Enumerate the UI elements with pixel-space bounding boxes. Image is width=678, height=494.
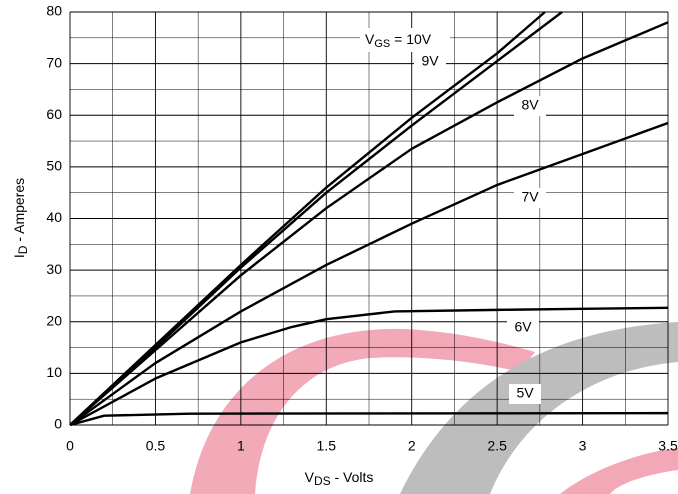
y-tick-label: 10 <box>46 364 62 380</box>
curve-label: 8V <box>521 97 539 113</box>
y-label-sub: D <box>16 245 30 254</box>
x-tick-label: 1.5 <box>317 438 337 454</box>
label-bg <box>507 318 539 338</box>
y-tick-label: 70 <box>46 54 62 70</box>
x-tick-label: 3 <box>579 438 587 454</box>
curve <box>69 411 669 427</box>
curve <box>69 11 563 426</box>
label-bg <box>360 28 450 52</box>
watermark-arc <box>190 328 535 494</box>
curves <box>69 11 669 427</box>
y-tick-label: 20 <box>46 312 62 328</box>
curve-label: 9V <box>421 53 439 69</box>
y-label-rest: - Amperes <box>11 178 27 246</box>
x-tick-label: 0 <box>66 438 74 454</box>
x-label-sub: DS <box>314 474 331 488</box>
curve-label: 6V <box>514 319 532 335</box>
label-bg <box>514 96 546 116</box>
y-tick-label: 80 <box>46 3 62 19</box>
x-tick-label: 0.5 <box>146 438 166 454</box>
y-axis-label: ID - Amperes <box>11 178 30 258</box>
watermark-arc <box>560 448 678 494</box>
label-bg <box>514 188 546 208</box>
label-bg <box>414 52 446 72</box>
curve <box>69 121 669 426</box>
x-label-main: V <box>305 469 315 485</box>
curve <box>69 306 669 427</box>
curve <box>69 21 669 426</box>
y-tick-label: 40 <box>46 209 62 225</box>
y-tick-label: 0 <box>54 416 62 432</box>
x-axis-label: VDS - Volts <box>305 469 374 488</box>
x-tick-label: 1 <box>237 438 245 454</box>
annotation-sub: GS <box>374 38 390 50</box>
y-label-main: I <box>11 254 27 258</box>
x-tick-label: 2 <box>408 438 416 454</box>
annotation-main: V <box>365 31 375 47</box>
labels: 9V 8V 7V 6V 5V VGS = 10V <box>360 28 546 404</box>
curve-label: 5V <box>516 385 534 401</box>
annotation-rest: = 10V <box>390 31 432 47</box>
x-tick-label: 3.5 <box>658 438 678 454</box>
x-label-rest: - Volts <box>331 469 374 485</box>
watermark-arc <box>400 322 678 494</box>
watermark <box>190 322 678 494</box>
annotation: VGS = 10V <box>365 31 432 50</box>
y-tick-label: 30 <box>46 261 62 277</box>
x-tick-label: 2.5 <box>487 438 507 454</box>
curve-label: 7V <box>521 189 539 205</box>
curve <box>69 11 546 426</box>
y-tick-label: 50 <box>46 158 62 174</box>
y-tick-label: 60 <box>46 106 62 122</box>
grid: 0 0.5 1 1.5 2 2.5 3 3.5 0 10 20 30 40 50 60 70 80 <box>46 3 678 454</box>
label-bg <box>509 384 541 404</box>
